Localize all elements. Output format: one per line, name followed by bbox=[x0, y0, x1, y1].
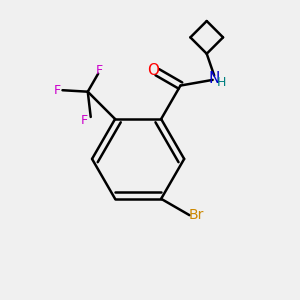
Text: F: F bbox=[81, 114, 88, 127]
Text: H: H bbox=[217, 76, 226, 89]
Text: F: F bbox=[96, 64, 103, 76]
Text: Br: Br bbox=[188, 208, 204, 222]
Text: N: N bbox=[208, 71, 220, 86]
Text: F: F bbox=[54, 84, 61, 97]
Text: O: O bbox=[147, 63, 159, 78]
